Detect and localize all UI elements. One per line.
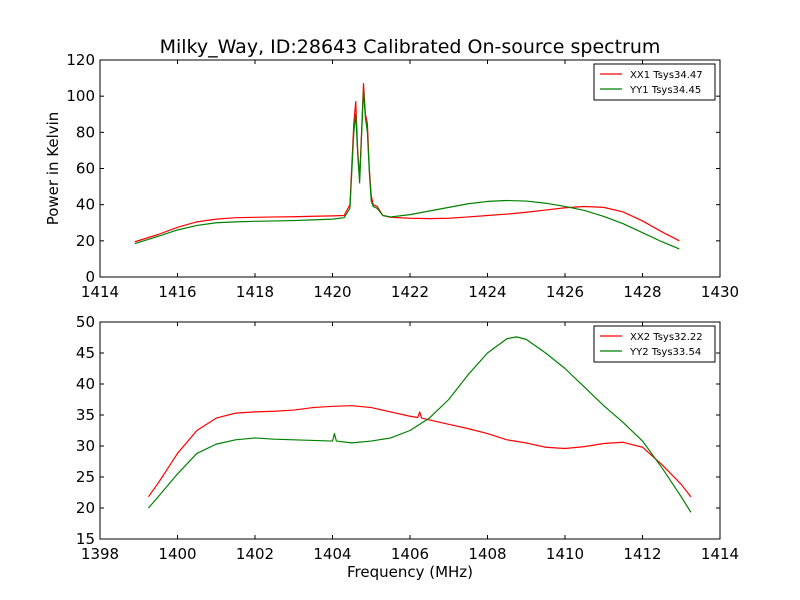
top-plot: 1414 1416 1418 1420 1422 1424 1426 1428 1430 0 20 4… bbox=[44, 51, 739, 301]
top-x-tick-label: 1416 bbox=[158, 283, 196, 301]
bottom-legend-box bbox=[593, 325, 716, 363]
bottom-x-axis-label: Frequency (MHz) bbox=[347, 563, 473, 581]
top-y-tick-label: 0 bbox=[85, 268, 95, 286]
top-legend: XX1 Tsys34.47 YY1 Tsys34.45 bbox=[593, 63, 716, 101]
top-x-tick-label: 1424 bbox=[468, 283, 506, 301]
top-x-tick-label: 1422 bbox=[391, 283, 429, 301]
bottom-y-tick-label: 30 bbox=[76, 437, 95, 455]
top-y-tick-label: 120 bbox=[66, 51, 95, 69]
top-x-tick-label: 1418 bbox=[236, 283, 274, 301]
bottom-x-tick-label: 1408 bbox=[468, 545, 506, 563]
top-y-tick-label: 80 bbox=[76, 123, 95, 141]
top-y-tick-label: 40 bbox=[76, 196, 95, 214]
top-y-tick-label: 60 bbox=[76, 160, 95, 178]
bottom-x-tick-label: 1400 bbox=[158, 545, 196, 563]
top-y-tick-label: 20 bbox=[76, 232, 95, 250]
bottom-y-tick-label: 50 bbox=[76, 313, 95, 331]
top-legend-label-0: XX1 Tsys34.47 bbox=[630, 70, 703, 81]
bottom-x-tick-label: 1412 bbox=[623, 545, 661, 563]
top-legend-box bbox=[593, 63, 716, 101]
top-y-axis-label: Power in Kelvin bbox=[44, 112, 62, 226]
bottom-x-tick-label: 1404 bbox=[313, 545, 351, 563]
chart-title: Milky_Way, ID:28643 Calibrated On-source… bbox=[160, 36, 661, 58]
bottom-y-tick-label: 25 bbox=[76, 468, 95, 486]
bottom-y-tick-label: 35 bbox=[76, 406, 95, 424]
bottom-series-line-0 bbox=[147, 405, 692, 498]
top-x-tick-label: 1430 bbox=[701, 283, 739, 301]
bottom-y-tick-label: 15 bbox=[76, 530, 95, 548]
bottom-x-tick-label: 1410 bbox=[546, 545, 584, 563]
bottom-x-tick-label: 1398 bbox=[81, 545, 119, 563]
bottom-y-tick-label: 40 bbox=[76, 375, 95, 393]
top-legend-label-1: YY1 Tsys34.45 bbox=[629, 85, 701, 96]
top-x-tick-label: 1414 bbox=[81, 283, 119, 301]
bottom-plot: 1398 1400 1402 1404 1406 1408 1410 1412 1414 15 20… bbox=[76, 313, 739, 581]
bottom-x-tick-label: 1414 bbox=[701, 545, 739, 563]
bottom-series-line-1 bbox=[147, 336, 692, 513]
bottom-x-tick-label: 1406 bbox=[391, 545, 429, 563]
top-x-tick-label: 1426 bbox=[546, 283, 584, 301]
top-x-tick-label: 1420 bbox=[313, 283, 351, 301]
top-x-tick-label: 1428 bbox=[623, 283, 661, 301]
top-series-line-1 bbox=[134, 90, 680, 250]
bottom-x-tick-label: 1402 bbox=[236, 545, 274, 563]
bottom-y-tick-label: 20 bbox=[76, 499, 95, 517]
top-y-tick-label: 100 bbox=[66, 87, 95, 105]
bottom-legend: XX2 Tsys32.22 YY2 Tsys33.54 bbox=[593, 325, 716, 363]
bottom-legend-label-0: XX2 Tsys32.22 bbox=[630, 332, 703, 343]
bottom-legend-label-1: YY2 Tsys33.54 bbox=[629, 347, 701, 358]
bottom-y-tick-label: 45 bbox=[76, 344, 95, 362]
